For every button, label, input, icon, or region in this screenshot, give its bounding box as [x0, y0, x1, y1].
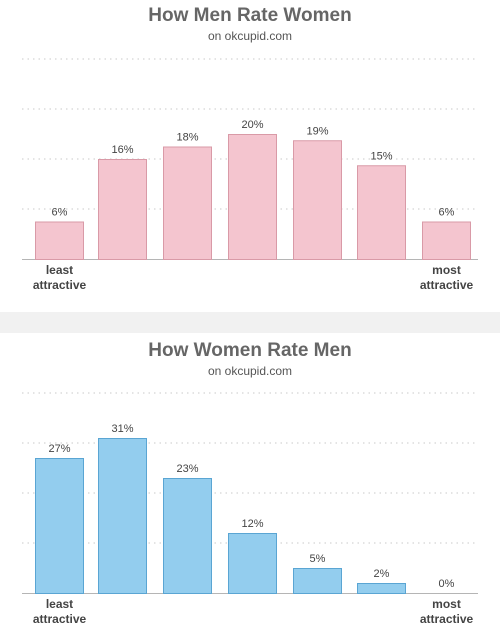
data-label: 12%	[241, 518, 263, 530]
data-label: 27%	[48, 443, 70, 455]
bar	[98, 159, 147, 260]
x-end-label: attractive	[420, 612, 474, 626]
chart-panel-women-rate-men: How Women Rate Men on okcupid.com 27% 31%…	[0, 333, 500, 638]
x-start-label: least	[46, 263, 73, 277]
bar	[228, 533, 277, 594]
chart-panel-men-rate-women: How Men Rate Women on okcupid.com 6% 16% 1…	[0, 0, 500, 312]
data-label: 6%	[439, 207, 455, 219]
x-end-label: attractive	[420, 278, 474, 292]
bar-chart-men-rate-women: 6%16%18%20%19%15%6%leastattractivemostat…	[22, 58, 478, 292]
bar	[163, 146, 212, 260]
bar	[98, 438, 147, 594]
bar	[35, 221, 84, 260]
data-label: 31%	[111, 423, 133, 435]
bar	[35, 458, 84, 594]
data-label: 23%	[176, 463, 198, 475]
bar	[357, 165, 406, 260]
x-start-label: attractive	[33, 612, 87, 626]
data-label: 19%	[306, 125, 328, 137]
data-label: 18%	[176, 132, 198, 144]
data-label: 2%	[374, 568, 390, 580]
data-label: 20%	[241, 119, 263, 131]
bar	[293, 568, 342, 594]
x-end-label: most	[432, 597, 461, 611]
bar	[293, 140, 342, 260]
data-label: 6%	[52, 207, 68, 219]
chart-subtitle: on okcupid.com	[207, 364, 293, 378]
chart-title: How Men Rate Women	[148, 5, 352, 26]
data-label: 5%	[310, 553, 326, 565]
bar	[163, 478, 212, 594]
data-label: 16%	[111, 144, 133, 156]
x-end-label: most	[432, 263, 461, 277]
bar-chart-women-rate-men: 27%31%23%12%5%2%0%leastattractivemostatt…	[22, 392, 478, 626]
x-start-label: attractive	[33, 278, 87, 292]
data-label: 15%	[370, 150, 392, 162]
bar	[357, 583, 406, 594]
x-start-label: least	[46, 597, 73, 611]
data-label: 0%	[439, 578, 455, 590]
panel-separator	[0, 312, 500, 333]
bar	[422, 221, 471, 260]
bar	[228, 134, 277, 260]
chart-subtitle: on okcupid.com	[207, 29, 293, 43]
chart-title: How Women Rate Men	[148, 340, 352, 361]
